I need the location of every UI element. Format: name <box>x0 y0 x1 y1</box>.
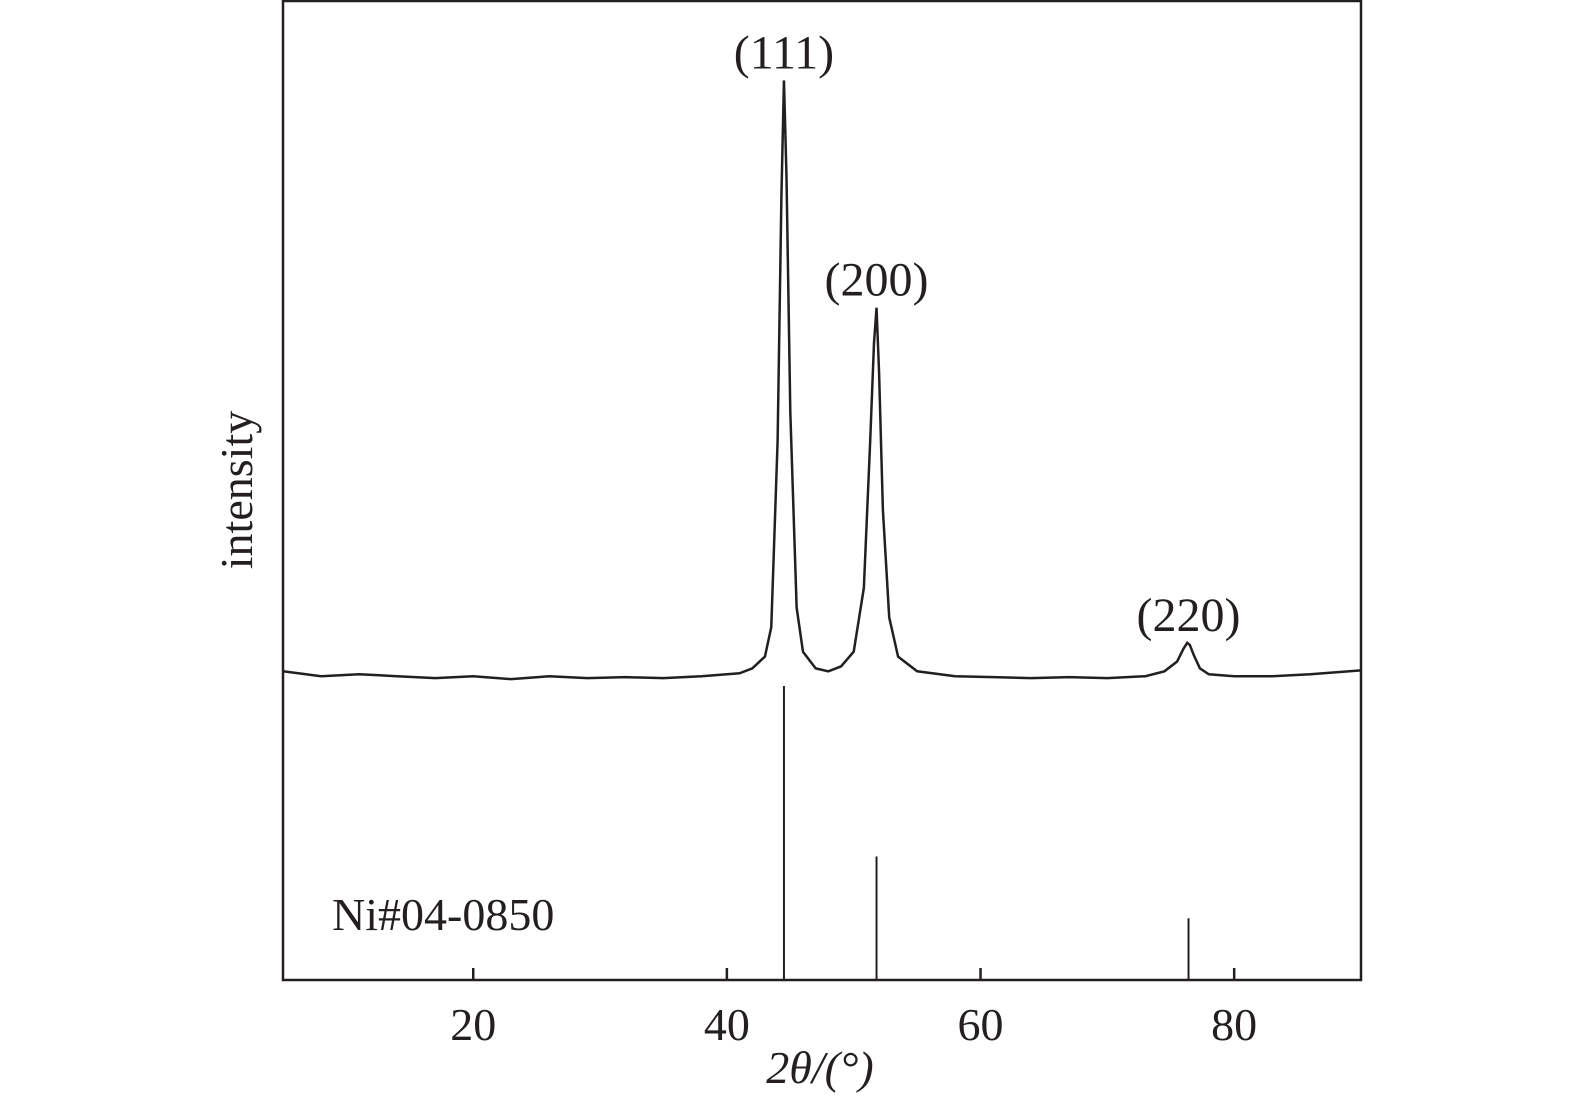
x-tick-label: 40 <box>704 999 750 1050</box>
peak-label: (200) <box>825 254 929 307</box>
x-axis-label: 2θ/(°) <box>766 1042 873 1093</box>
plot-frame <box>281 0 1363 982</box>
x-tick-label: 60 <box>958 999 1004 1050</box>
peak-label: (111) <box>734 26 834 79</box>
reference-name: Ni#04-0850 <box>332 889 554 940</box>
x-tick-label: 20 <box>450 999 496 1050</box>
peak-label: (220) <box>1137 589 1241 642</box>
x-tick-label: 80 <box>1211 999 1257 1050</box>
y-axis-label: intensity <box>211 411 262 569</box>
pattern-line <box>282 80 1362 681</box>
